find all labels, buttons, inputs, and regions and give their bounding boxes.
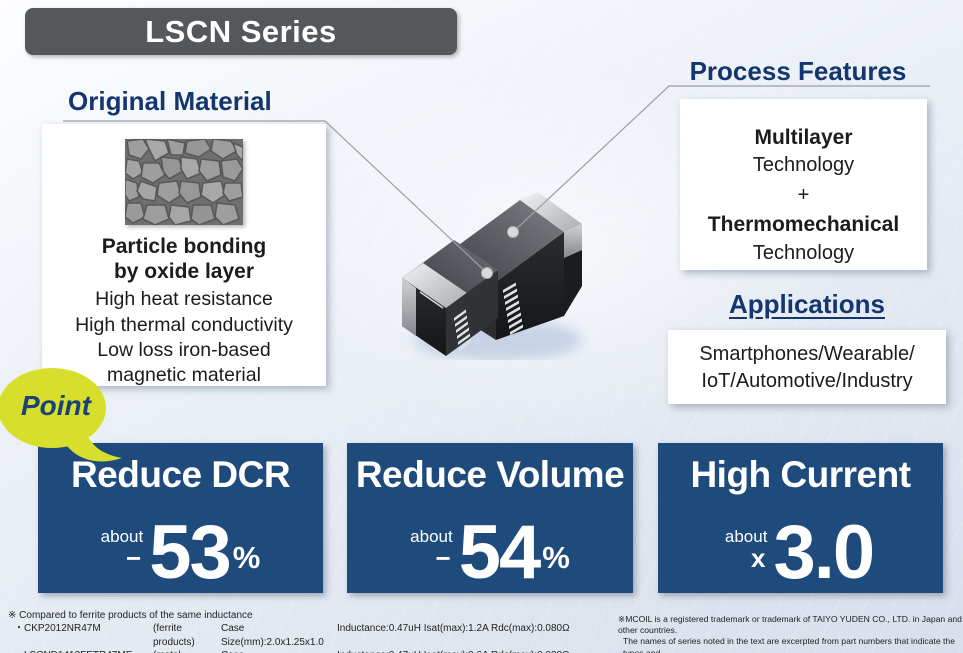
material-feature-list: High heat resistance High thermal conduc… <box>42 287 326 388</box>
series-title-banner: LSCN Series <box>25 8 457 55</box>
material-feature: magnetic material <box>107 364 261 387</box>
applications-heading: Applications <box>728 289 885 319</box>
point-callout: Point <box>0 366 140 468</box>
benefit-title: High Current <box>690 454 911 495</box>
footnote-row: ・LSCND1412FETR47ME (metal products) Case… <box>8 649 570 653</box>
footnote-trademark: ※MCOIL is a registered trademark or trad… <box>618 614 962 653</box>
process-tech-name: Thermomechanical <box>707 213 900 237</box>
material-feature: Low loss iron-based <box>97 339 271 362</box>
material-feature: High thermal conductivity <box>75 313 293 336</box>
series-title: LSCN Series <box>145 13 337 49</box>
benefit-box-high-current: High Current about x 3.0 <box>658 443 943 593</box>
benefit-value: about − 53 % <box>100 509 261 595</box>
original-material-card: Particle bonding by oxide layer High hea… <box>42 124 326 386</box>
speech-bubble-icon <box>0 368 122 462</box>
point-label: Point <box>21 390 91 421</box>
benefit-value: about x 3.0 <box>724 509 875 595</box>
footnote-note: ※ Compared to ferrite products of the sa… <box>8 610 253 621</box>
process-features-heading: Process Features <box>689 56 907 86</box>
material-feature: High heat resistance <box>95 288 273 311</box>
benefit-value: about − 54 % <box>410 509 570 595</box>
particle-micrograph-image <box>125 139 243 225</box>
process-features-card: Multilayer Technology + Thermomechanical… <box>680 99 927 270</box>
plus-sign: + <box>797 184 810 207</box>
inductor-3d-image <box>390 190 590 360</box>
benefit-box-reduce-dcr: Reduce DCR about − 53 % <box>38 443 323 593</box>
footnote-row: ・CKP2012NR47M (ferrite products) Case Si… <box>14 623 570 648</box>
applications-card: Smartphones/Wearable/ IoT/Automotive/Ind… <box>668 330 946 404</box>
particle-bonding-caption: Particle bonding by oxide layer <box>101 235 267 284</box>
footnote-comparison: ※ Compared to ferrite products of the sa… <box>8 609 570 653</box>
benefit-title: Reduce Volume <box>355 454 625 495</box>
process-tech-name: Multilayer <box>754 126 853 149</box>
benefit-box-reduce-volume: Reduce Volume about − 54 % <box>347 443 633 593</box>
original-material-heading: Original Material <box>68 86 272 116</box>
